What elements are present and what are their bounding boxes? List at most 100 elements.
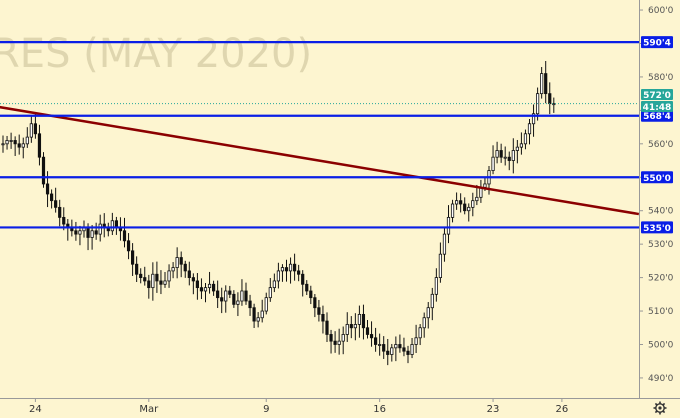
x-axis-ticks: 24 Mar 9 16 23 26: [29, 398, 568, 415]
candle: [341, 326, 345, 355]
candle: [414, 324, 418, 353]
candle: [317, 299, 321, 322]
candle: [491, 145, 495, 175]
candle: [203, 283, 208, 303]
x-tick-label: 23: [487, 404, 500, 415]
level-label: 535'0: [641, 221, 673, 234]
candle: [357, 305, 362, 338]
level-label: 550'0: [641, 171, 673, 184]
candle: [353, 313, 357, 341]
candle: [17, 134, 21, 155]
candle: [329, 329, 333, 354]
candle: [195, 273, 199, 300]
candle: [130, 243, 135, 276]
candle: [373, 327, 378, 352]
candle: [143, 266, 147, 286]
candle: [276, 262, 281, 289]
level-label: 590'4: [641, 36, 673, 49]
candle: [402, 337, 406, 357]
candle: [313, 294, 317, 318]
gear-icon[interactable]: [653, 401, 667, 415]
candle: [495, 141, 499, 164]
x-tick-label: 26: [556, 404, 569, 415]
candle: [216, 280, 220, 309]
level-labels-group: 590'4 568'4 550'0 535'0: [641, 36, 673, 234]
candle: [321, 305, 325, 334]
candle: [540, 67, 544, 99]
candle: [471, 192, 475, 217]
candle: [236, 292, 240, 317]
candle: [207, 271, 212, 294]
candle: [386, 338, 390, 366]
candle: [463, 197, 467, 215]
candle: [5, 135, 9, 150]
candle: [264, 292, 268, 315]
candle: [422, 312, 426, 338]
candle: [438, 242, 443, 283]
candle: [288, 257, 293, 284]
candle: [41, 152, 46, 188]
candle: [467, 203, 471, 222]
candle: [228, 285, 232, 299]
candle: [325, 312, 329, 343]
candle: [25, 127, 29, 148]
candle: [187, 261, 191, 286]
level-label-text: 590'4: [643, 39, 671, 49]
y-tick-label: 600'0: [648, 6, 674, 16]
candle: [1, 135, 5, 153]
candle: [244, 282, 248, 305]
candle: [78, 225, 82, 246]
candle: [232, 290, 236, 308]
candle: [54, 187, 58, 213]
y-tick-label: 540'0: [648, 207, 674, 217]
candle: [110, 212, 114, 236]
candle: [199, 278, 204, 300]
candle: [430, 287, 434, 321]
candle: [345, 312, 349, 342]
candle: [503, 146, 507, 166]
price-badge-value: 572'0: [643, 91, 671, 101]
candle: [365, 320, 370, 339]
candle: [126, 233, 131, 260]
candle: [155, 261, 159, 293]
candle: [211, 280, 216, 296]
candle: [13, 136, 17, 156]
candle: [139, 268, 143, 284]
gear-icon-teeth: [653, 401, 667, 415]
candle: [260, 299, 264, 323]
trend-line: [0, 105, 640, 216]
candle: [135, 256, 139, 283]
candle: [122, 217, 127, 248]
candle: [499, 143, 503, 163]
candle: [268, 278, 272, 302]
candle: [37, 124, 42, 166]
candle: [398, 334, 402, 353]
candle: [151, 262, 155, 301]
candle: [450, 199, 455, 223]
candle: [21, 137, 25, 159]
candle: [191, 273, 195, 295]
candle: [511, 138, 515, 174]
candle: [301, 270, 305, 297]
level-label: 568'4: [641, 109, 673, 122]
candle: [426, 302, 430, 329]
candle: [94, 222, 98, 240]
candle: [292, 253, 297, 281]
candle: [167, 264, 171, 288]
candle: [284, 259, 289, 282]
candle: [382, 336, 386, 359]
x-tick-label: 9: [263, 404, 269, 415]
x-tick-label: Mar: [139, 404, 159, 415]
y-tick-label: 560'0: [648, 140, 674, 150]
candle: [531, 104, 536, 137]
candle: [454, 192, 459, 210]
candle: [515, 139, 519, 164]
candle: [9, 132, 13, 149]
candles-group: [1, 61, 556, 366]
candle: [280, 264, 285, 282]
y-tick-label: 500'0: [648, 340, 674, 350]
candle: [337, 328, 341, 355]
candle: [523, 129, 528, 150]
candle: [224, 285, 228, 313]
